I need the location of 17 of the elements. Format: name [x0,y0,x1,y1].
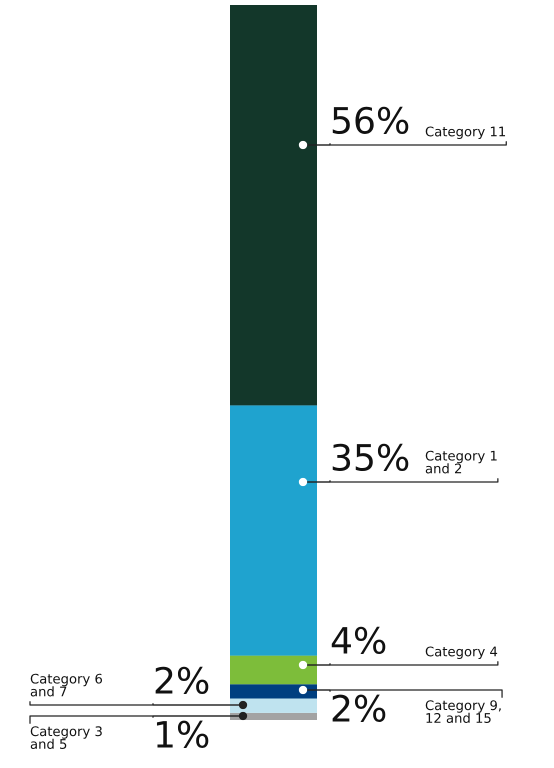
data-label: 35% [332,444,408,472]
bar [230,405,317,656]
text: Category 11 [426,126,506,139]
bar [230,5,317,406]
data-label: 56% [332,106,408,134]
bar [230,698,317,713]
data-label: 2% [156,666,208,694]
text: Category 6 and 7 [30,674,102,696]
text: Category 3 and 5 [30,726,102,749]
data-label: 4% [332,626,386,654]
text: Category 9, 12 and 15 [426,700,501,723]
data-label: 2% [332,694,386,722]
data-label: 1% [156,720,208,748]
bar [230,684,317,699]
bar [230,656,317,684]
text: Category 4 [426,646,498,659]
text: Category 1 and 2 [426,450,497,474]
